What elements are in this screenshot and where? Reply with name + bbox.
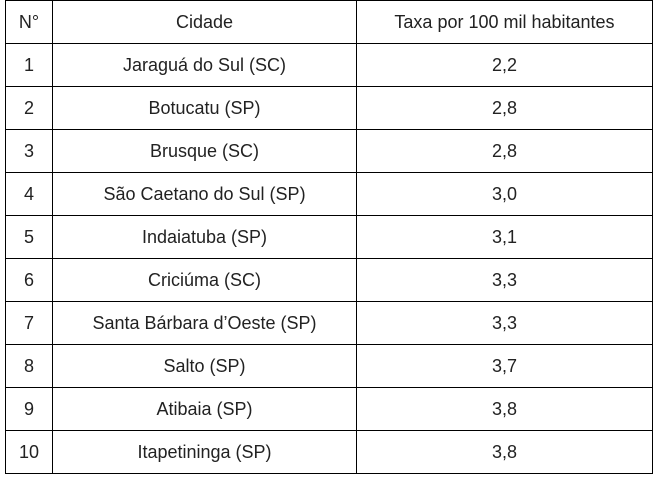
table-cell: 3,3 [356,258,653,302]
header-cell: N° [5,0,53,44]
table-cell: 2,2 [356,43,653,87]
table-row: 2 Botucatu (SP) 2,8 [5,86,653,130]
table-header: N° Cidade Taxa por 100 mil habitantes [5,0,653,44]
table-cell: Salto (SP) [52,344,357,388]
table-cell: 3,1 [356,215,653,259]
table-row: 9 Atibaia (SP) 3,8 [5,387,653,431]
table-cell: Botucatu (SP) [52,86,357,130]
table-cell: 7 [5,301,53,345]
table-row: 5 Indaiatuba (SP) 3,1 [5,215,653,259]
table-row: 6 Criciúma (SC) 3,3 [5,258,653,302]
table-cell: 3,3 [356,301,653,345]
table-cell: 9 [5,387,53,431]
table-cell: 10 [5,430,53,474]
header-cell: Taxa por 100 mil habitantes [356,0,653,44]
table-cell: Santa Bárbara d’Oeste (SP) [52,301,357,345]
table-cell: São Caetano do Sul (SP) [52,172,357,216]
table-row: 8 Salto (SP) 3,7 [5,344,653,388]
table-cell: Atibaia (SP) [52,387,357,431]
table-cell: Itapetininga (SP) [52,430,357,474]
table-cell: 3,7 [356,344,653,388]
data-table: N° Cidade Taxa por 100 mil habitantes 1 Jar… [5,0,653,474]
header-cell: Cidade [52,0,357,44]
table-cell: Indaiatuba (SP) [52,215,357,259]
table-cell: 8 [5,344,53,388]
table-cell: 6 [5,258,53,302]
table-row: 10 Itapetininga (SP) 3,8 [5,430,653,474]
table-cell: 1 [5,43,53,87]
table-cell: Criciúma (SC) [52,258,357,302]
table-cell: 3,8 [356,430,653,474]
table-body: 1 Jaraguá do Sul (SC) 2,2 2 Botucatu (SP) 2,8… [5,43,653,474]
table-cell: 2,8 [356,129,653,173]
table-cell: 5 [5,215,53,259]
table-row: 1 Jaraguá do Sul (SC) 2,2 [5,43,653,87]
table-cell: 2 [5,86,53,130]
table-cell: 3,0 [356,172,653,216]
table-cell: Brusque (SC) [52,129,357,173]
table-row: 7 Santa Bárbara d’Oeste (SP) 3,3 [5,301,653,345]
table-cell: Jaraguá do Sul (SC) [52,43,357,87]
table-row: 4 São Caetano do Sul (SP) 3,0 [5,172,653,216]
table-cell: 3,8 [356,387,653,431]
table-row: 3 Brusque (SC) 2,8 [5,129,653,173]
table-cell: 4 [5,172,53,216]
header-row: N° Cidade Taxa por 100 mil habitantes [5,0,653,44]
table-cell: 2,8 [356,86,653,130]
table-cell: 3 [5,129,53,173]
